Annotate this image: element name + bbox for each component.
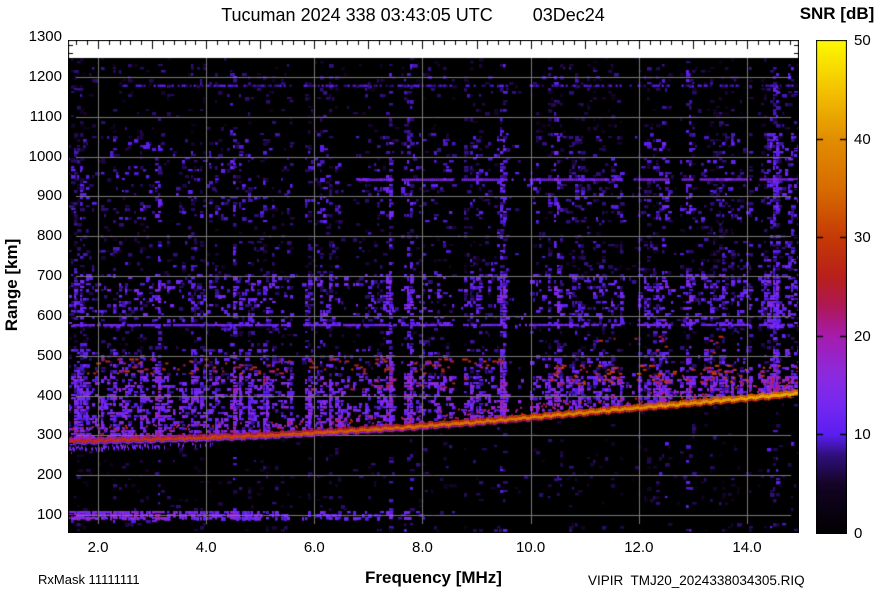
y-tick-label: 1300	[28, 28, 62, 45]
y-tick-label: 600	[36, 306, 62, 324]
x-tick-label: 12.0	[624, 539, 654, 556]
y-tick-label: 100	[36, 506, 62, 523]
y-tick-label: 800	[36, 227, 62, 245]
y-tick-label: 400	[36, 386, 62, 404]
colorbar-tick-label: 10	[854, 426, 871, 444]
y-tick-label: 700	[36, 267, 62, 284]
x-tick-label: 10.0	[516, 539, 546, 556]
y-tick-label: 900	[36, 187, 62, 205]
colorbar-tick-label: 0	[854, 525, 863, 542]
rxmask-label: RxMask 11111111	[38, 572, 140, 587]
colorbar-tick-label: 50	[854, 32, 871, 49]
y-tick-label: 1100	[29, 107, 62, 125]
colorbar-canvas	[816, 40, 847, 534]
x-axis-title: Frequency [MHz]	[365, 568, 502, 587]
y-tick-label: 300	[36, 426, 62, 444]
x-tick-label: 8.0	[412, 539, 433, 556]
y-tick-label: 200	[36, 466, 62, 484]
figure-title: Tucuman 2024 338 03:43:05 UTC 03Dec24	[221, 5, 605, 25]
colorbar-tick-label: 20	[854, 327, 871, 345]
x-tick-label: 6.0	[303, 539, 325, 556]
y-tick-label: 1000	[28, 147, 62, 165]
colorbar-tick-label: 30	[854, 229, 871, 247]
data-file-label: VIPIR TMJ20_2024338034305.RIQ	[588, 573, 805, 588]
x-tick-label: 4.0	[195, 539, 217, 556]
ionogram-plot-canvas	[68, 40, 799, 533]
colorbar-tick-label: 40	[854, 130, 871, 148]
colorbar-title: SNR [dB]	[799, 4, 875, 23]
y-tick-label: 1200	[28, 67, 62, 85]
y-tick-label: 500	[36, 346, 62, 364]
x-tick-label: 2.0	[87, 539, 109, 556]
x-tick-label: 14.0	[732, 539, 762, 556]
